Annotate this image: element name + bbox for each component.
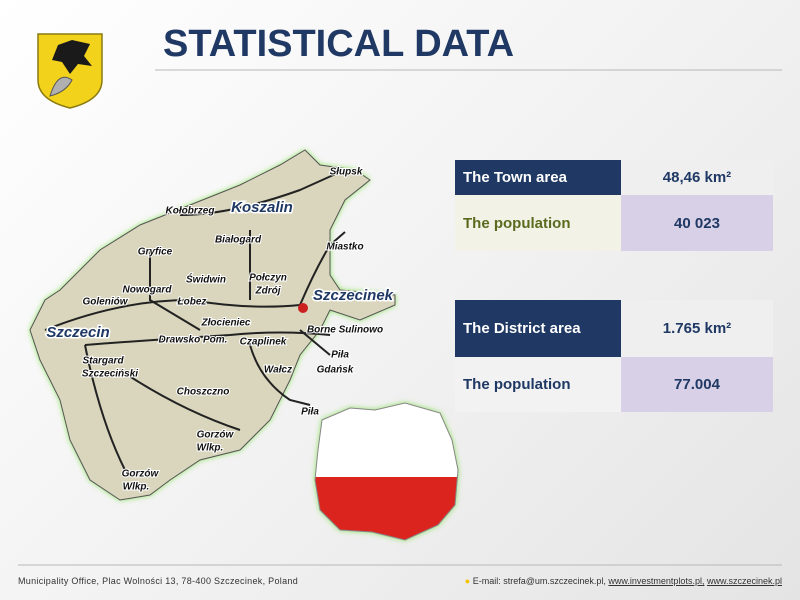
map-label: Gryfice <box>138 247 173 258</box>
map-label: Czaplinek <box>240 337 287 348</box>
map-label: Wlkp. <box>123 482 150 493</box>
footer-link[interactable]: www.szczecinek.pl <box>706 576 782 586</box>
map-label: Szczecinek <box>313 287 394 304</box>
map-region <box>29 149 396 501</box>
cell: The Town area <box>455 160 621 195</box>
map-label: Piła <box>301 407 319 418</box>
bullet: ● <box>464 576 471 586</box>
map: Słupsk Kołobrzeg Koszalin Miastko Gryfice Bia… <box>29 149 396 501</box>
map-label: Koszalin <box>231 199 293 216</box>
map-label: Wałcz <box>264 365 292 376</box>
district-table: The District area 1.765 km² The populati… <box>455 300 773 412</box>
cell: The population <box>455 357 621 412</box>
map-label: Zdrój <box>255 286 281 297</box>
map-label: Drawsko Pom. <box>159 335 228 346</box>
map-label: Szczeciński <box>82 369 138 380</box>
cell: 48,46 km² <box>621 160 773 195</box>
cell: 77.004 <box>621 357 773 412</box>
map-label: Złocieniec <box>201 318 251 329</box>
map-label: Nowogard <box>123 285 173 296</box>
map-label: Połczyn <box>249 273 287 284</box>
cell: 40 023 <box>621 195 773 251</box>
poland-map <box>314 402 459 541</box>
map-label: Kołobrzeg <box>166 206 215 217</box>
map-label: Stargard <box>82 356 124 367</box>
map-label: Borne Sulinowo <box>307 325 383 336</box>
map-label: Miastko <box>326 242 363 253</box>
map-label: Łobez <box>177 297 207 308</box>
title: STATISTICAL DATA <box>163 23 514 65</box>
footer-contact: ● E-mail: strefa@um.szczecinek.pl, www.i… <box>465 576 782 586</box>
cell: The District area <box>455 300 621 357</box>
map-label: Choszczno <box>177 387 230 398</box>
map-label: Słupsk <box>330 167 363 178</box>
footer-address: Municipality Office, Plac Wolności 13, 7… <box>18 576 298 586</box>
footer-link[interactable]: www.investmentplots.pl, <box>608 576 705 586</box>
szczecinek-marker <box>298 303 308 313</box>
map-label: Gorzów <box>197 430 235 441</box>
footer-email: E-mail: strefa@um.szczecinek.pl, <box>472 576 606 586</box>
map-label: Szczecin <box>46 324 109 341</box>
map-label: Gorzów <box>122 469 160 480</box>
cell: The population <box>455 195 621 251</box>
roads <box>44 171 346 471</box>
map-label: Goleniów <box>83 297 129 308</box>
map-label: Gdańsk <box>317 365 354 376</box>
map-label: Wlkp. <box>197 443 224 454</box>
map-label: Świdwin <box>186 273 226 286</box>
map-label: Białogard <box>215 235 262 246</box>
town-table: The Town area 48,46 km² The population 4… <box>455 160 773 251</box>
map-label: Piła <box>331 350 349 361</box>
coat-of-arms <box>37 33 103 109</box>
cell: 1.765 km² <box>621 300 773 357</box>
